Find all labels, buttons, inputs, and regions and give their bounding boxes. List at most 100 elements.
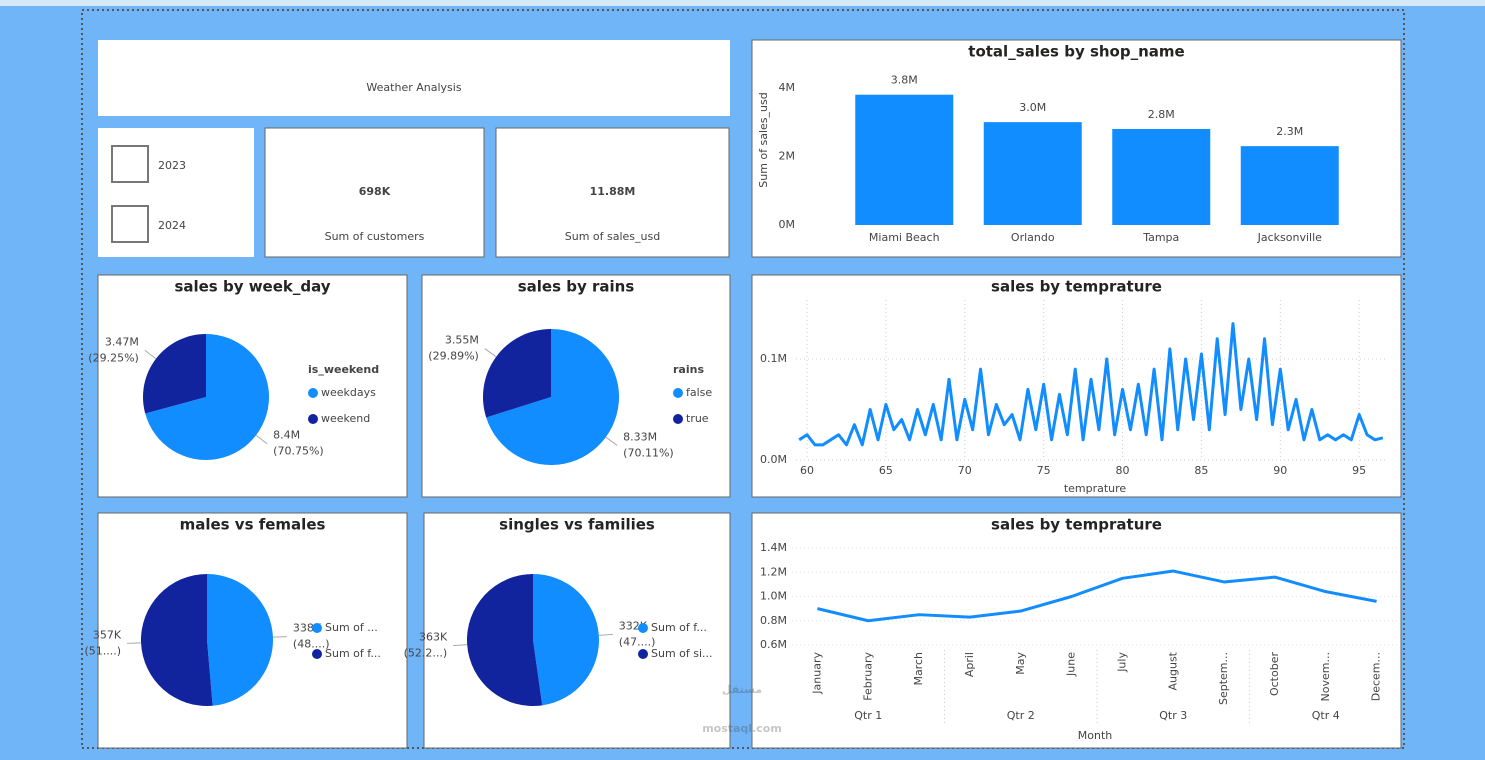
percent-label: (47....) (619, 635, 656, 648)
page-title: Weather Analysis (366, 81, 461, 94)
x-axis-title: Month (1078, 729, 1113, 742)
legend-marker (673, 414, 683, 424)
x-tick-label: 95 (1352, 464, 1366, 477)
x-tick-label: April (963, 652, 976, 677)
x-tick-label: 60 (800, 464, 814, 477)
x-tick-label: Jacksonville (1257, 231, 1323, 244)
leader-line (453, 644, 468, 647)
percent-label: (51....) (84, 644, 121, 657)
x-tick-label: Septem... (1217, 652, 1230, 705)
legend-marker (673, 388, 683, 398)
chart-title: singles vs families (499, 516, 655, 534)
legend-marker (308, 414, 318, 424)
x-tick-label: Decem... (1370, 652, 1383, 701)
card-label: Sum of customers (325, 230, 425, 243)
legend-label: weekdays (321, 386, 376, 399)
slicer-option[interactable]: 2023 (158, 159, 186, 172)
panel (751, 512, 1402, 749)
percent-label: (70.75%) (273, 445, 324, 458)
bar (983, 122, 1082, 225)
x-tick-label: August (1166, 651, 1179, 690)
checkbox[interactable] (111, 205, 149, 243)
y-tick-label: 1.4M (760, 541, 787, 554)
x-tick-label: October (1268, 652, 1281, 696)
legend-label: false (686, 386, 712, 399)
y-tick-label: 0M (779, 218, 796, 231)
percent-label: (52.2...) (404, 647, 448, 660)
data-label: 357K (93, 628, 122, 641)
panel (264, 127, 485, 258)
card-value: 11.88M (590, 185, 636, 198)
x-tick-label: Tampa (1142, 231, 1179, 244)
legend-marker (308, 388, 318, 398)
data-label: 3.8M (891, 74, 918, 87)
leader-line (605, 436, 618, 446)
x-tick-label: 85 (1194, 464, 1208, 477)
line (798, 322, 1384, 447)
y-tick-label: 0.8M (760, 614, 787, 627)
checkbox[interactable] (111, 145, 149, 183)
x-tick-label: June (1065, 652, 1078, 677)
leader-line (484, 348, 497, 358)
x-tick-label: Miami Beach (869, 231, 940, 244)
x-tick-label: 70 (958, 464, 972, 477)
x-tick-label: July (1115, 652, 1128, 673)
chart-title: males vs females (180, 516, 326, 534)
legend-title: is_weekend (308, 363, 379, 376)
x-tick-label: 90 (1273, 464, 1287, 477)
leader-line (144, 349, 157, 360)
x-tick-label: 80 (1116, 464, 1130, 477)
pie-slice (143, 334, 206, 414)
leader-line (598, 633, 613, 636)
legend-marker (638, 649, 648, 659)
chart-title: sales by rains (518, 278, 635, 296)
data-label: 3.0M (1019, 101, 1046, 114)
leader-line (127, 642, 142, 644)
chart-title: sales by temprature (991, 516, 1162, 534)
pie-slice (145, 334, 270, 460)
y-tick-label: 2M (779, 149, 796, 162)
data-label: 8.33M (623, 430, 657, 443)
x-tick-label: Novem... (1319, 652, 1332, 701)
legend-marker (638, 623, 648, 633)
bar (855, 94, 954, 225)
x-tick-label: 65 (879, 464, 893, 477)
legend-marker (312, 623, 322, 633)
x-tick-label: May (1014, 652, 1027, 675)
x-tick-label: February (861, 652, 874, 701)
data-label: 2.8M (1148, 108, 1175, 121)
group-label: Qtr 3 (1159, 709, 1187, 722)
top-strip (0, 0, 1485, 6)
legend-label: weekend (321, 412, 370, 425)
data-label: 8.4M (273, 429, 300, 442)
x-tick-label: Orlando (1011, 231, 1055, 244)
slicer-option[interactable]: 2024 (158, 219, 186, 232)
x-axis-title: temprature (1064, 482, 1127, 495)
card-value: 698K (359, 185, 391, 198)
chart-title: total_sales by shop_name (968, 43, 1184, 61)
panel (495, 127, 730, 258)
card-label: Sum of sales_usd (565, 230, 660, 243)
pie-slice (483, 329, 551, 418)
legend-label: true (686, 412, 709, 425)
legend-label: Sum of f... (325, 647, 381, 660)
data-label: 3.55M (445, 334, 479, 347)
y-tick-label: 1.2M (760, 565, 787, 578)
group-label: Qtr 4 (1312, 709, 1340, 722)
pie-slice (207, 574, 273, 706)
frame (81, 9, 1405, 749)
leader-line (272, 636, 287, 638)
data-label: 2.3M (1276, 125, 1303, 138)
group-label: Qtr 1 (854, 709, 882, 722)
x-tick-label: March (912, 652, 925, 686)
pie-slice (486, 329, 619, 465)
y-tick-label: 4M (779, 81, 796, 94)
leader-line (255, 434, 268, 445)
y-tick-label: 0.1M (760, 352, 787, 365)
legend-label: Sum of f... (651, 621, 707, 634)
chart-title: sales by temprature (991, 278, 1162, 296)
y-axis-title: Sum of sales_usd (757, 92, 770, 187)
bar (1112, 129, 1211, 225)
percent-label: (29.25%) (88, 351, 139, 364)
percent-label: (29.89%) (428, 350, 479, 363)
